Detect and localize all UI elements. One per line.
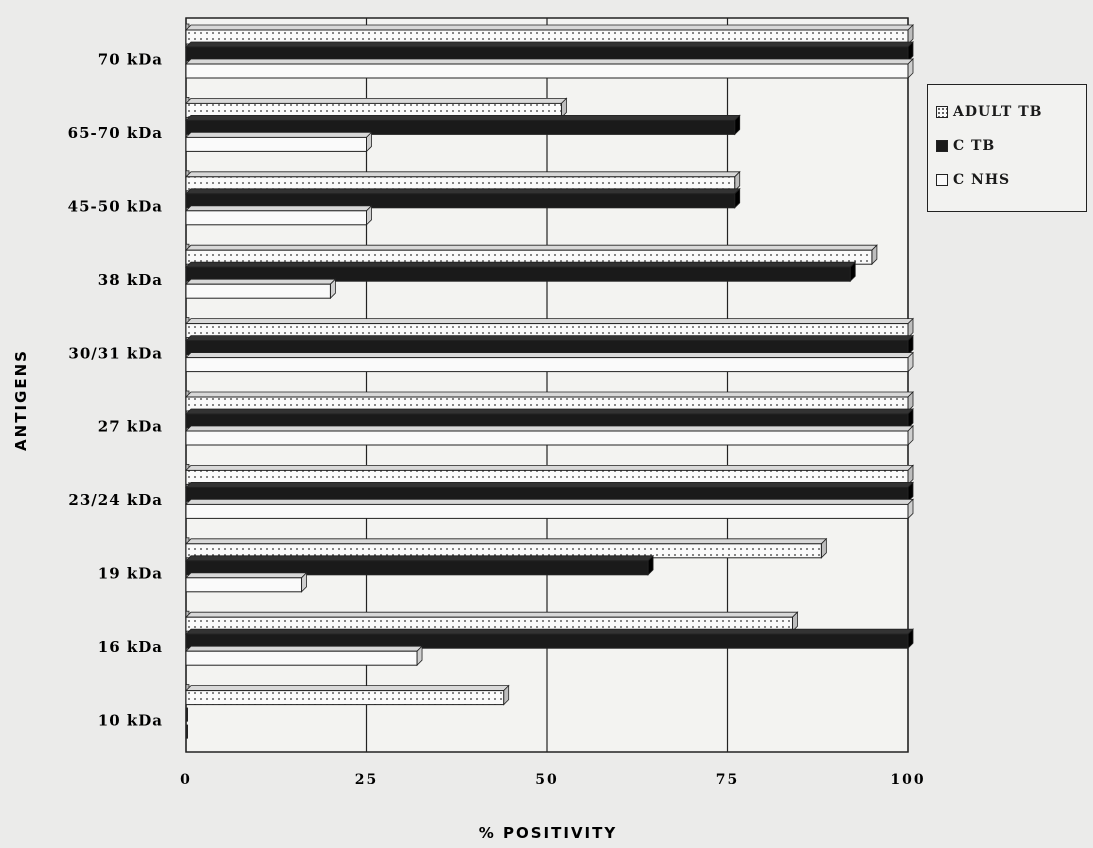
bar-top-face [185, 24, 914, 31]
bar-top-face [185, 611, 799, 618]
bar-top-face [185, 464, 914, 471]
bar-solid [185, 266, 851, 282]
x-tick-label: 25 [355, 772, 378, 788]
bar-top-face [185, 131, 373, 138]
x-tick-label: 100 [890, 772, 925, 788]
bar-white [185, 577, 303, 593]
y-tick-label: 19 kDa [98, 565, 163, 583]
bar-white [185, 283, 331, 299]
bar-top-face [185, 188, 741, 195]
x-tick-label: 0 [180, 772, 192, 788]
bar-solid [185, 193, 736, 209]
bar-top-face [185, 391, 914, 398]
bar-top-face [185, 555, 655, 562]
bar-white [185, 63, 909, 79]
y-tick-label: 10 kDa [98, 711, 163, 729]
bar-top-face [185, 498, 914, 505]
bar-solid [185, 119, 736, 135]
bar-top-face [185, 244, 878, 251]
legend-label: C NHS [953, 172, 1011, 188]
bar-top-face [185, 261, 857, 268]
bar-solid [185, 560, 649, 576]
bar-white [185, 136, 367, 152]
chart-legend: ADULT TB C TB C NHS [927, 84, 1087, 212]
bar-top-face [185, 408, 914, 415]
legend-swatch-solid [936, 140, 948, 152]
y-tick-label: 16 kDa [98, 638, 163, 656]
bar-top-face [185, 278, 337, 285]
bar-dotted [185, 690, 505, 706]
x-axis-title: % POSITIVITY [479, 824, 617, 842]
legend-label: ADULT TB [953, 104, 1043, 120]
y-tick-label: 30/31 kDa [68, 344, 163, 362]
bar-solid-zero [186, 707, 188, 722]
bar-white [185, 210, 367, 226]
bar-white [185, 357, 909, 373]
bar-top-face [185, 205, 373, 212]
y-tick-label: 70 kDa [98, 51, 163, 69]
bar-top-face [185, 41, 914, 48]
legend-item-c-nhs: C NHS [936, 169, 1010, 191]
bar-top-face [185, 645, 424, 652]
legend-item-adult-tb: ADULT TB [936, 101, 1042, 123]
bar-top-face [185, 481, 914, 488]
bar-solid [185, 633, 909, 649]
legend-swatch-white [936, 174, 948, 186]
bar-white [185, 430, 909, 446]
y-axis-title: ANTIGENS [12, 349, 30, 451]
y-tick-label: 27 kDa [98, 418, 163, 436]
y-tick-label: 38 kDa [98, 271, 163, 289]
legend-item-c-tb: C TB [936, 135, 995, 157]
bar-top-face [185, 335, 914, 342]
bar-white-zero [186, 724, 188, 739]
bar-top-face [185, 685, 510, 691]
x-tick-label: 50 [535, 772, 558, 788]
y-tick-label: 23/24 kDa [68, 491, 163, 509]
y-tick-label: 65-70 kDa [68, 124, 163, 142]
bar-top-face [185, 318, 914, 325]
bar-top-face [185, 628, 914, 635]
legend-label: C TB [953, 138, 996, 154]
x-tick-label: 75 [716, 772, 739, 788]
bar-top-face [185, 352, 914, 359]
bar-white [185, 503, 909, 519]
bar-top-face [185, 572, 308, 579]
bar-top-face [185, 115, 741, 121]
bar-top-face [185, 538, 828, 545]
bar-white [185, 650, 418, 666]
y-tick-label: 45-50 kDa [68, 198, 163, 216]
bar-top-face [185, 98, 568, 104]
bar-top-face [185, 425, 914, 432]
bar-top-face [185, 58, 914, 65]
legend-swatch-dotted [936, 106, 948, 118]
bar-top-face [185, 171, 741, 178]
